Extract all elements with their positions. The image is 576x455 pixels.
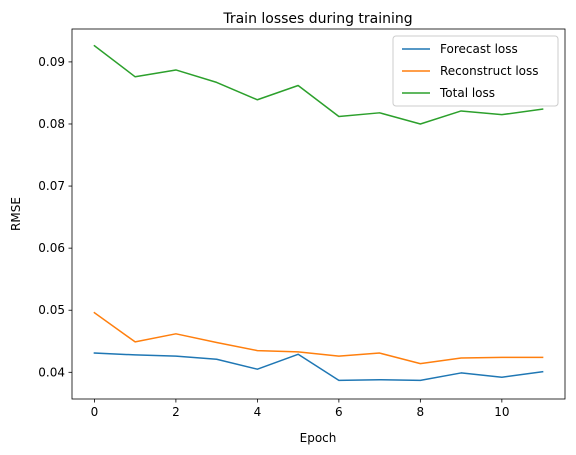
series-line-forecast: [93, 352, 544, 382]
x-tick-label: 6: [335, 405, 343, 419]
series-line-reconstruct: [93, 311, 544, 365]
y-tick-label: 0.08: [38, 117, 65, 131]
y-tick-label: 0.06: [38, 241, 65, 255]
y-axis-ticks: 0.04 0.05 0.06 0.07 0.08 0.09: [38, 55, 72, 379]
y-axis-label: RMSE: [9, 197, 23, 231]
legend-label-total: Total loss: [439, 86, 495, 100]
legend: Forecast loss Reconstruct loss Total los…: [392, 35, 559, 107]
series-line-total: [93, 44, 544, 125]
x-tick-label: 10: [494, 405, 509, 419]
legend-label-forecast: Forecast loss: [440, 42, 518, 56]
x-tick-label: 0: [91, 405, 99, 419]
plot-lines: [93, 44, 544, 382]
y-tick-label: 0.04: [38, 365, 65, 379]
plot-frame: [71, 28, 566, 400]
legend-label-reconstruct: Reconstruct loss: [440, 64, 539, 78]
y-tick-label: 0.09: [38, 55, 65, 69]
chart-title: Train losses during training: [222, 11, 412, 27]
x-axis-label: Epoch: [300, 431, 337, 445]
x-axis-ticks: 0 2 4 6 8 10: [91, 399, 509, 419]
x-tick-label: 4: [254, 405, 262, 419]
y-tick-label: 0.05: [38, 303, 65, 317]
x-tick-label: 2: [172, 405, 180, 419]
legend-box: [392, 35, 559, 107]
y-tick-label: 0.07: [38, 179, 65, 193]
x-tick-label: 8: [417, 405, 425, 419]
